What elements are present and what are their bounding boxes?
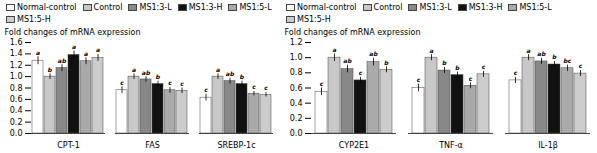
svg-text:1.0: 1.0 (10, 72, 23, 81)
svg-text:IL-1β: IL-1β (538, 141, 558, 150)
svg-text:ab: ab (226, 70, 235, 77)
html-text:MS1:3-L: MS1:3-L (139, 2, 172, 12)
svg-text:c: c (120, 79, 124, 86)
html-text:MS1:5-L: MS1:5-L (519, 2, 552, 12)
svg-text:Fold changes of mRNA expressio: Fold changes of mRNA expression (5, 28, 141, 37)
svg-text:0.4: 0.4 (10, 106, 23, 115)
svg-text:0.4: 0.4 (290, 99, 303, 108)
svg-text:a: a (96, 46, 100, 53)
svg-text:a: a (526, 47, 530, 54)
svg-text:FAS: FAS (145, 141, 159, 150)
svg-text:b: b (156, 73, 161, 80)
svg-text:0.6: 0.6 (290, 84, 303, 93)
svg-text:a: a (36, 49, 40, 56)
svg-text:0.0: 0.0 (290, 129, 303, 138)
svg-text:bc: bc (564, 57, 572, 64)
html-text:MS1:3-L: MS1:3-L (419, 2, 452, 12)
svg-text:a: a (72, 43, 76, 50)
html-text:Control: Control (373, 2, 403, 12)
svg-text:a: a (216, 66, 220, 73)
html-text:MS1:5-L: MS1:5-L (239, 2, 272, 12)
svg-text:1.4: 1.4 (10, 49, 23, 58)
svg-text:c: c (469, 75, 473, 82)
svg-text:0.0: 0.0 (10, 129, 23, 138)
svg-text:c: c (359, 69, 363, 76)
html-text:Normal-control: Normal-control (297, 2, 357, 12)
svg-text:ab: ab (343, 57, 352, 64)
svg-text:c: c (180, 80, 184, 87)
svg-text:1.2: 1.2 (290, 38, 303, 47)
svg-text:b: b (48, 66, 53, 73)
svg-text:a: a (332, 46, 336, 53)
svg-text:0.2: 0.2 (10, 118, 23, 127)
svg-text:c: c (204, 86, 208, 93)
svg-text:a: a (429, 47, 433, 54)
svg-text:c: c (579, 62, 583, 69)
svg-text:b: b (240, 73, 245, 80)
svg-text:b: b (384, 59, 389, 66)
svg-text:c: c (252, 83, 256, 90)
html-text:Normal-control: Normal-control (17, 2, 77, 12)
svg-text:a: a (84, 50, 88, 57)
svg-text:c: c (264, 84, 268, 91)
svg-text:ab: ab (58, 57, 67, 64)
svg-text:c: c (417, 76, 421, 83)
svg-text:0.6: 0.6 (10, 95, 23, 104)
svg-text:1.6: 1.6 (10, 38, 23, 47)
html-text:MS1:5-H: MS1:5-H (297, 15, 331, 25)
svg-text:b: b (455, 64, 460, 71)
svg-text:a: a (132, 66, 136, 73)
svg-text:c: c (482, 63, 486, 70)
svg-text:c: c (168, 79, 172, 86)
html-text:Control: Control (93, 2, 123, 12)
svg-text:CYP2E1: CYP2E1 (339, 141, 369, 150)
svg-text:SREBP-1c: SREBP-1c (217, 141, 255, 150)
svg-text:TNF-α: TNF-α (438, 141, 463, 150)
svg-text:b: b (442, 59, 447, 66)
svg-text:CPT-1: CPT-1 (57, 141, 80, 150)
svg-text:c: c (320, 80, 324, 87)
svg-text:ab: ab (142, 69, 151, 76)
svg-text:1.0: 1.0 (290, 53, 303, 62)
svg-text:Fold changes of mRNA expressio: Fold changes of mRNA expression (285, 28, 421, 37)
svg-text:b: b (552, 53, 557, 60)
html-text:MS1:3-H: MS1:3-H (468, 2, 503, 12)
svg-text:ab: ab (537, 50, 546, 57)
html-text:MS1:5-H: MS1:5-H (17, 15, 51, 25)
svg-text:1.2: 1.2 (10, 61, 23, 70)
svg-text:c: c (514, 69, 518, 76)
svg-text:ab: ab (369, 50, 378, 57)
html-text:MS1:3-H: MS1:3-H (188, 2, 223, 12)
svg-text:0.2: 0.2 (290, 114, 303, 123)
svg-text:0.8: 0.8 (10, 84, 23, 93)
svg-text:0.8: 0.8 (290, 68, 303, 77)
